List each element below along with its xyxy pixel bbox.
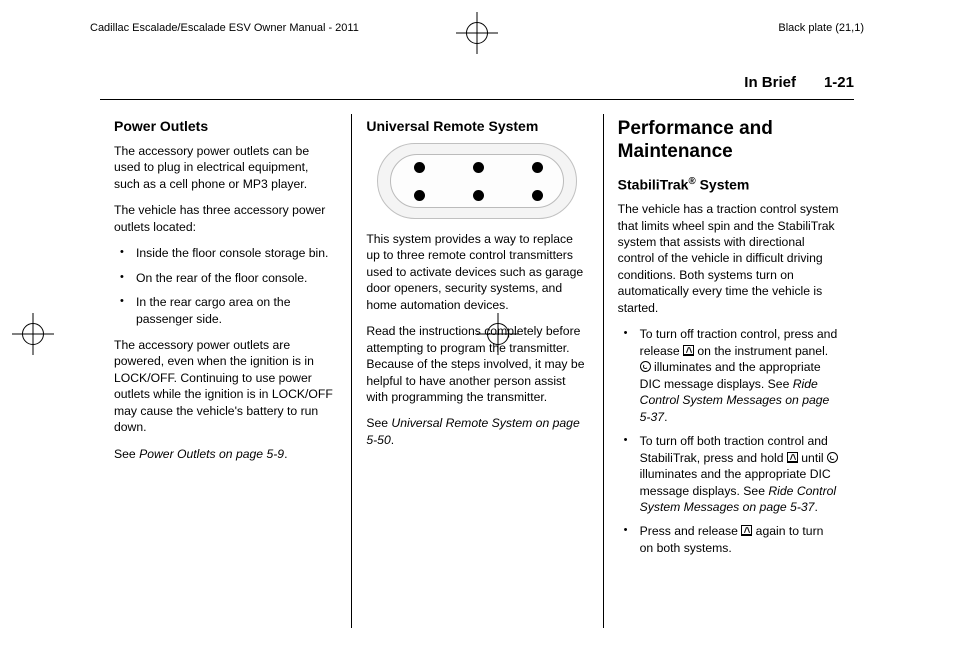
list-item: In the rear cargo area on the passenger …: [114, 294, 337, 327]
registration-mark-left: [12, 313, 54, 355]
column-2: Universal Remote System This system prov…: [351, 114, 602, 628]
traction-control-button-icon: [787, 452, 798, 463]
universal-remote-heading: Universal Remote System: [366, 118, 588, 135]
page-body: In Brief 1-21 Power Outlets The accessor…: [100, 74, 854, 628]
plate-info: Black plate (21,1): [778, 22, 864, 34]
body-text: This system provides a way to replace up…: [366, 231, 588, 313]
body-text: The vehicle has a traction control syste…: [618, 201, 840, 316]
cross-reference: See Power Outlets on page 5-9.: [114, 446, 337, 462]
stabilitrak-steps-list: To turn off traction control, press and …: [618, 326, 840, 556]
reference-link: Power Outlets on page 5-9: [139, 447, 284, 461]
body-text: The vehicle has three accessory power ou…: [114, 202, 337, 235]
reference-link: Universal Remote System on page 5-50: [366, 416, 579, 446]
list-item: Inside the floor console storage bin.: [114, 245, 337, 261]
body-text: Read the instructions completely before …: [366, 323, 588, 405]
stabilitrak-heading: StabiliTrak® System: [618, 176, 840, 193]
list-item: To turn off traction control, press and …: [618, 326, 840, 425]
power-outlets-heading: Power Outlets: [114, 118, 337, 135]
body-text: The accessory power outlets are powered,…: [114, 337, 337, 436]
list-item: Press and release again to turn on both …: [618, 523, 840, 556]
remote-system-illustration: [377, 143, 577, 219]
traction-control-button-icon: [683, 345, 694, 356]
manual-title: Cadillac Escalade/Escalade ESV Owner Man…: [90, 22, 359, 34]
three-column-layout: Power Outlets The accessory power outlet…: [100, 114, 854, 628]
registered-trademark-icon: ®: [688, 176, 695, 187]
column-3: Performance and Maintenance StabiliTrak®…: [603, 114, 854, 628]
running-header: In Brief 1-21: [100, 74, 854, 100]
body-text: The accessory power outlets can be used …: [114, 143, 337, 192]
section-name: In Brief: [744, 74, 796, 91]
performance-maintenance-heading: Performance and Maintenance: [618, 118, 840, 164]
stabilitrak-indicator-icon: [827, 452, 838, 463]
list-item: To turn off both traction control and St…: [618, 433, 840, 515]
cross-reference: See Universal Remote System on page 5-50…: [366, 415, 588, 448]
registration-mark-top: [456, 12, 498, 54]
page-number: 1-21: [824, 74, 854, 91]
list-item: On the rear of the floor console.: [114, 270, 337, 286]
traction-control-button-icon: [741, 525, 752, 536]
outlet-locations-list: Inside the floor console storage bin. On…: [114, 245, 337, 327]
stabilitrak-indicator-icon: [640, 361, 651, 372]
column-1: Power Outlets The accessory power outlet…: [100, 114, 351, 628]
